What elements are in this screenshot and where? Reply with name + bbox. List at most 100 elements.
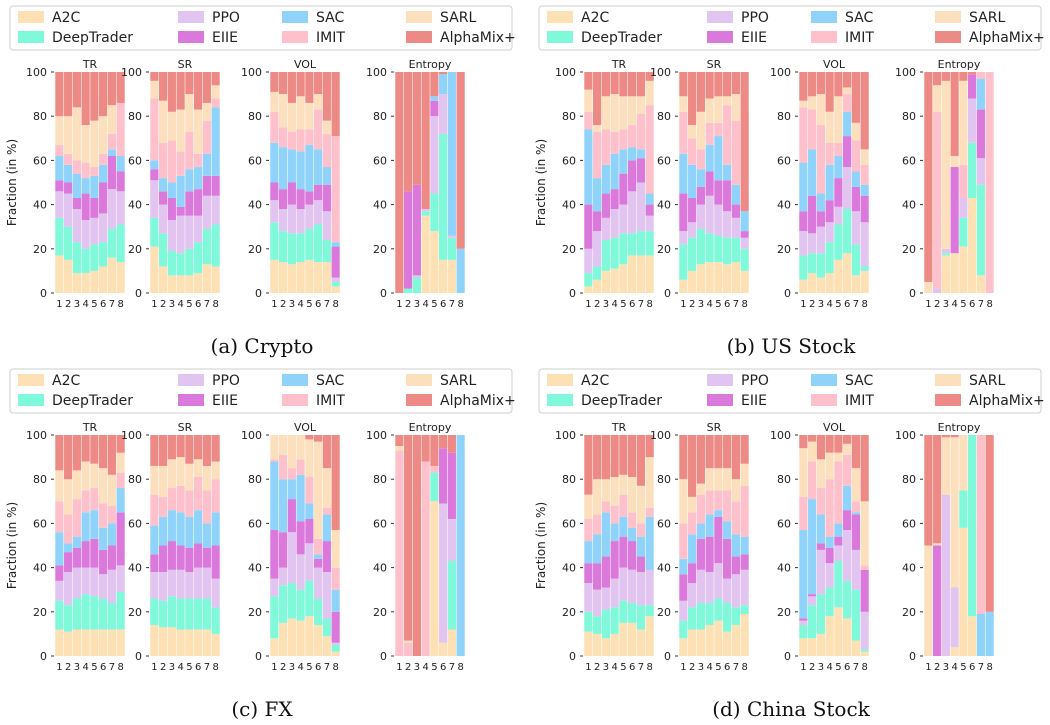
bar-segment-deeptrader: [601, 609, 610, 639]
bar-segment-ppo: [860, 222, 869, 267]
panel-entropy: Entropy 0 20 40 60 80 100 1 2 3 4 5 6 7 8: [366, 421, 465, 673]
legend-swatch-sac: [282, 11, 308, 23]
bar-segment-sarl: [601, 479, 610, 502]
x-tick-label: 2: [689, 662, 695, 673]
bar-segment-deeptrader: [439, 133, 448, 260]
y-tick-label: 80: [248, 473, 262, 486]
x-tick-label: 4: [951, 662, 957, 673]
x-tick-label: 8: [741, 662, 747, 673]
bar-segment-eiie: [933, 545, 942, 656]
bar-segment-alphamix: [456, 72, 465, 249]
bar-segment-ppo: [287, 204, 296, 234]
bar-segment-ppo: [679, 600, 688, 621]
bar-segment-alphamix: [740, 72, 749, 212]
bar-segment-sarl: [601, 96, 610, 130]
bar-segment-sarl: [314, 94, 323, 110]
chart-fx: A2C DeepTrader PPO EIIE SAC IMIT SARL AlphaMix+…: [5, 368, 516, 721]
bar-segment-sac: [740, 211, 749, 232]
bar-segment-alphamix: [645, 435, 654, 458]
bar-segment-alphamix: [159, 435, 168, 466]
x-tick-label: 7: [449, 662, 455, 673]
bar-segment-deeptrader: [834, 560, 843, 608]
bar-segment-sarl: [834, 452, 843, 462]
bar-segment-ppo: [64, 193, 73, 227]
x-tick-label: 2: [809, 662, 815, 673]
bar-segment-imit: [194, 153, 203, 168]
y-tick-label: 40: [657, 562, 671, 575]
bar-segment-ppo: [825, 563, 834, 588]
bar-segment-sarl: [64, 479, 73, 515]
bar-segment-ppo: [150, 572, 159, 599]
bar-segment-deeptrader: [696, 228, 705, 265]
bar-segment-eiie: [808, 195, 817, 234]
bar-segment-a2c: [90, 629, 99, 656]
bar-segment-sac: [679, 153, 688, 194]
legend-swatch-deeptrader: [18, 394, 44, 406]
bar-segment-sarl: [55, 116, 64, 145]
legend-label: A2C: [52, 373, 80, 389]
panel-tr: TR 0 20 40 60 80 100 1 2 3 4 5 6 7 8: [555, 58, 654, 310]
bar-segment-sac: [322, 167, 331, 185]
bar-segment-sac: [593, 534, 602, 564]
bar-segment-a2c: [959, 527, 968, 656]
bar-segment-eiie: [430, 100, 439, 117]
bar-segment-sac: [107, 149, 116, 156]
bar-segment-alphamix: [834, 72, 843, 97]
bar-segment-alphamix: [688, 72, 697, 126]
bar-segment-sac: [628, 147, 637, 161]
bar-segment-a2c: [447, 629, 456, 656]
x-tick-label: 2: [594, 299, 600, 310]
x-tick-label: 4: [297, 662, 303, 673]
bar-segment-a2c: [584, 631, 593, 656]
bar-segment-alphamix: [705, 72, 714, 99]
bar-segment-sarl: [610, 94, 619, 132]
bar-segment-eiie: [834, 536, 843, 546]
bar-segment-eiie: [851, 514, 860, 550]
y-tick-label: 60: [373, 517, 387, 530]
bar-segment-a2c: [688, 270, 697, 293]
bar-segment-sac: [185, 516, 194, 548]
bar-segment-ppo: [270, 200, 279, 223]
bar-segment-ppo: [808, 233, 817, 254]
bar-segment-deeptrader: [55, 600, 64, 630]
bar-segment-sac: [159, 178, 168, 192]
bar-segment-ppo: [601, 217, 610, 240]
bar-segment-alphamix: [696, 435, 705, 484]
bar-segment-eiie: [99, 182, 108, 214]
bar-segment-ppo: [976, 158, 985, 185]
bar-segment-ppo: [447, 235, 456, 238]
bar-segment-deeptrader: [270, 596, 279, 639]
legend-swatch-a2c: [18, 374, 44, 386]
bar-segment-alphamix: [202, 72, 211, 103]
bar-segment-imit: [167, 488, 176, 511]
bar-segment-sac: [314, 149, 323, 185]
bar-segment-sac: [584, 129, 593, 205]
x-tick-label: 7: [853, 662, 859, 673]
bar-segment-a2c: [331, 651, 340, 656]
bar-segment-sac: [296, 151, 305, 190]
bar-segment-alphamix: [72, 435, 81, 471]
bar-segment-alphamix: [90, 435, 99, 464]
bar-segment-imit: [696, 494, 705, 524]
bar-segment-a2c: [723, 264, 732, 293]
bar-segment-deeptrader: [331, 281, 340, 287]
bar-segment-alphamix: [723, 72, 732, 97]
panel-title: TR: [611, 58, 627, 71]
bar-segment-sac: [447, 72, 456, 236]
bar-segment-a2c: [696, 264, 705, 293]
bar-segment-ppo: [202, 567, 211, 599]
legend-swatch-alphamix: [406, 394, 432, 406]
bar-segment-alphamix: [116, 72, 125, 103]
bar-segment-deeptrader: [176, 253, 185, 276]
bar-segment-ppo: [941, 494, 950, 656]
bar-segment-sac: [610, 523, 619, 542]
x-tick-label: 2: [934, 662, 940, 673]
bar-segment-eiie: [679, 574, 688, 601]
bar-segment-imit: [731, 120, 740, 185]
bar-segment-eiie: [279, 532, 288, 568]
bar-segment-sac: [331, 589, 340, 612]
bar-segment-alphamix: [412, 72, 421, 185]
bar-segment-imit: [688, 138, 697, 165]
bar-segment-a2c: [167, 275, 176, 293]
bar-segment-sarl: [176, 457, 185, 486]
